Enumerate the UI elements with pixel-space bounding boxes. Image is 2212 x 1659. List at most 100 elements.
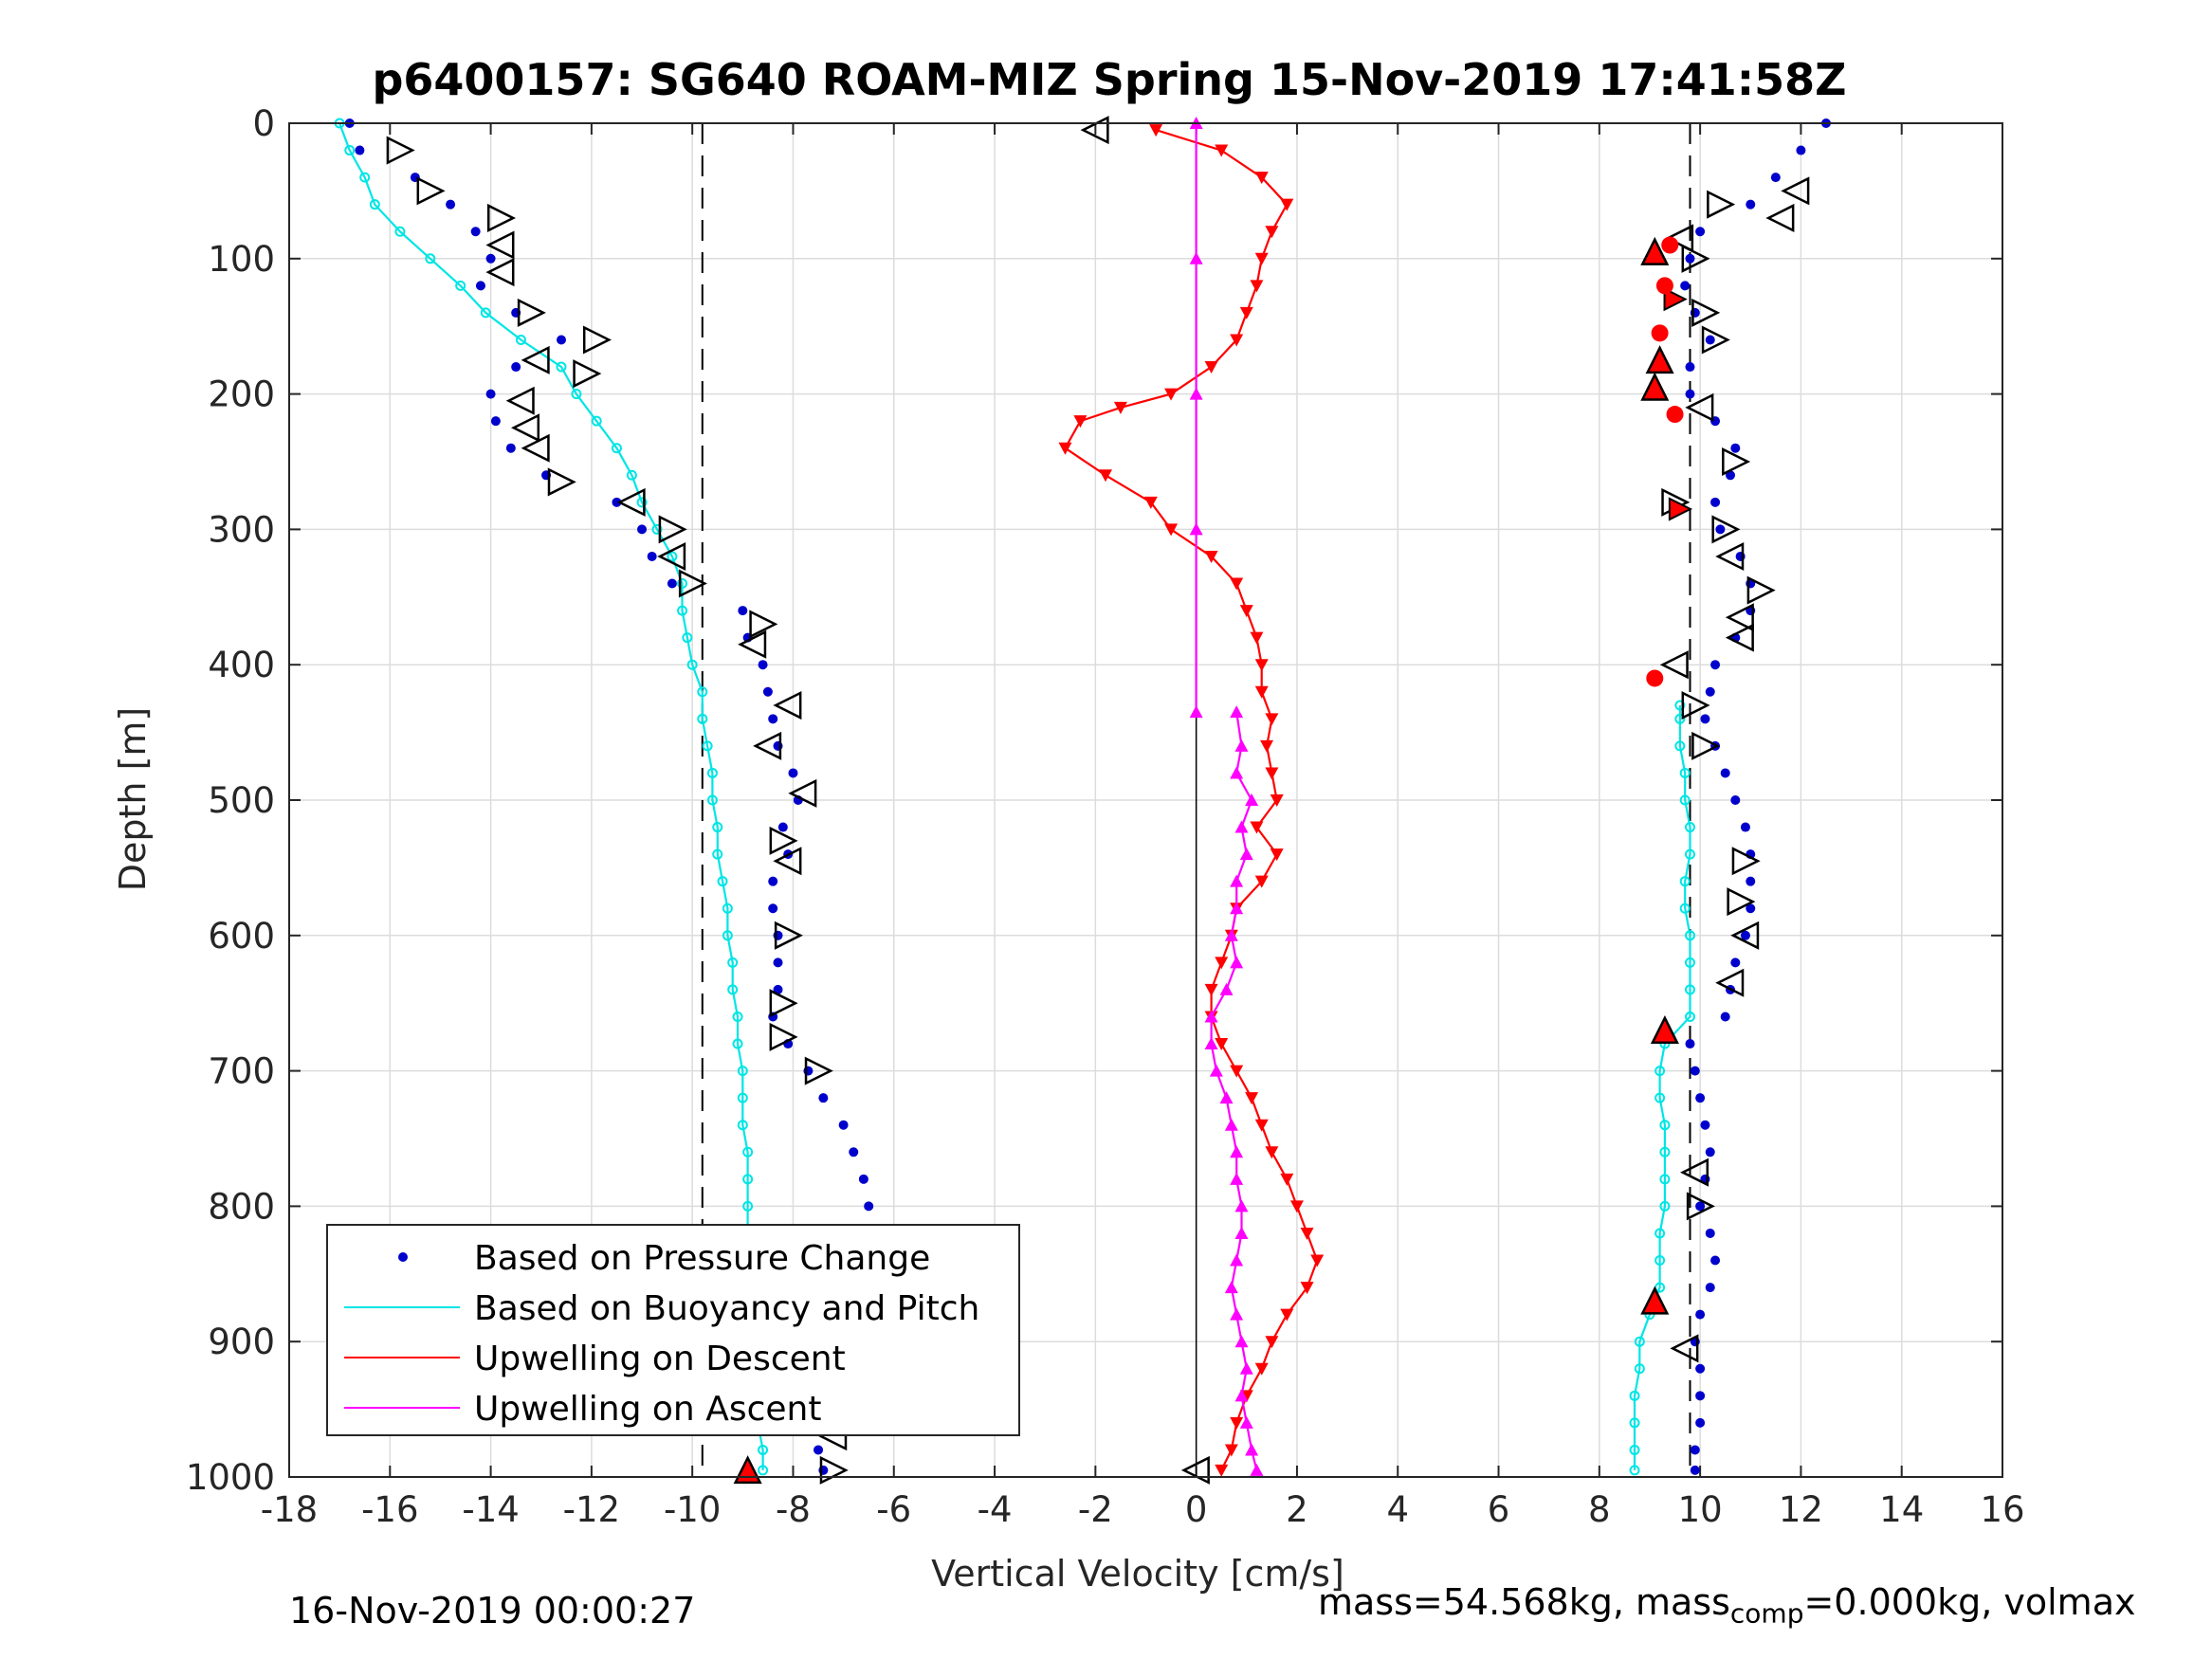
buoyancy-point — [1679, 794, 1691, 806]
pressure-point — [777, 822, 788, 832]
ascent-point — [1224, 1281, 1238, 1294]
pressure-point — [511, 362, 521, 373]
ascent-point — [1189, 705, 1203, 719]
open-triangle-marker — [1715, 968, 1745, 997]
open-triangle-marker — [1725, 603, 1754, 632]
descent-point — [1254, 172, 1269, 185]
open-triangle-marker — [573, 359, 602, 389]
markers — [386, 116, 1810, 1485]
footer-mass-info: mass=54.568kg, masscomp=0.000kg, volmax — [1318, 1581, 2135, 1630]
descent-point — [1230, 577, 1244, 591]
descent-point — [1239, 605, 1253, 618]
pressure-point — [1685, 1039, 1695, 1049]
ascent-point — [1230, 956, 1244, 969]
buoyancy-point — [1684, 1011, 1695, 1022]
descent-point — [1265, 226, 1279, 239]
legend-label: Based on Pressure Change — [474, 1239, 930, 1278]
buoyancy-point — [1684, 957, 1695, 968]
ascent-point — [1230, 1307, 1244, 1321]
pressure-point — [1690, 1445, 1700, 1455]
pressure-point — [505, 443, 516, 453]
open-triangle-marker — [1701, 325, 1730, 355]
filled-triangle-marker — [1640, 236, 1670, 265]
pressure-point — [849, 1147, 859, 1158]
ascent-point — [1230, 1253, 1244, 1267]
descent-point — [1250, 821, 1264, 834]
descent-point — [1280, 1308, 1294, 1322]
open-triangle-marker — [1765, 203, 1795, 232]
mass-subscript: comp — [1729, 1597, 1804, 1630]
buoyancy-point — [1674, 740, 1686, 752]
series-line-2 — [1064, 129, 1319, 1471]
open-triangle-marker — [486, 203, 517, 232]
open-triangle-marker — [1686, 1192, 1715, 1221]
open-triangle-marker — [485, 230, 515, 260]
ascent-point — [1234, 1226, 1249, 1239]
ascent-point — [1230, 705, 1244, 719]
legend-label: Upwelling on Descent — [474, 1340, 846, 1378]
pressure-point — [475, 281, 485, 291]
descent-point — [1245, 1092, 1259, 1105]
pressure-point — [1746, 876, 1756, 886]
buoyancy-point — [1654, 1092, 1666, 1103]
descent-point — [1310, 1254, 1325, 1267]
buoyancy-point — [571, 389, 582, 400]
descent-point — [1265, 713, 1279, 726]
open-triangle-marker — [773, 691, 802, 720]
x-tick-label: -10 — [664, 1489, 721, 1530]
buoyancy-point — [742, 1146, 754, 1158]
pressure-point — [1746, 199, 1756, 210]
buoyancy-point — [626, 469, 637, 481]
pressure-point — [1705, 686, 1715, 697]
open-triangle-marker — [774, 921, 803, 950]
pressure-point — [1690, 1066, 1700, 1076]
open-triangle-marker — [749, 610, 778, 639]
x-tick-label: 14 — [1879, 1489, 1924, 1530]
pressure-point — [1705, 1283, 1715, 1293]
ascent-point — [1234, 1335, 1249, 1348]
open-triangle-marker — [773, 847, 802, 876]
pressure-point — [1695, 227, 1706, 237]
x-tick-label: 8 — [1588, 1489, 1611, 1530]
ascent-point — [1239, 1415, 1253, 1429]
buoyancy-point — [742, 1174, 754, 1185]
open-triangle-marker — [657, 541, 686, 571]
buoyancy-point — [591, 415, 602, 427]
buoyancy-point — [1629, 1465, 1640, 1476]
legend: Based on Pressure Change Based on Buoyanc… — [326, 1224, 1020, 1436]
open-triangle-marker — [517, 298, 546, 327]
open-triangle-marker — [1707, 190, 1736, 219]
buoyancy-point — [686, 659, 698, 670]
footer-timestamp: 16-Nov-2019 00:00:27 — [289, 1590, 696, 1632]
open-triangle-marker — [1727, 887, 1756, 917]
pressure-point — [1746, 903, 1756, 914]
descent-point — [1254, 685, 1269, 699]
buoyancy-point — [702, 740, 713, 752]
filled-triangle-marker — [1640, 1285, 1670, 1315]
filled-triangle-marker — [1645, 345, 1674, 374]
pressure-point — [738, 606, 748, 616]
buoyancy-point — [425, 253, 436, 264]
x-tick-label: -16 — [361, 1489, 418, 1530]
open-triangle-marker — [678, 569, 707, 598]
pressure-point — [355, 145, 365, 155]
filled-dot-marker — [1646, 669, 1664, 687]
open-triangle-marker — [1781, 176, 1810, 206]
descent-point — [1239, 306, 1253, 319]
y-tick-label: 900 — [208, 1322, 275, 1362]
descent-point — [1204, 361, 1218, 374]
pressure-point — [814, 1445, 824, 1455]
open-triangle-marker — [1659, 650, 1689, 680]
descent-point — [1270, 848, 1284, 862]
ascent-point — [1209, 1064, 1223, 1077]
buoyancy-point — [1654, 1066, 1666, 1077]
pressure-point — [773, 957, 783, 968]
pressure-point — [864, 1201, 874, 1212]
tick-labels: -18 -16 -14 -12 -10 -8 -6 -4 -2 0 2 4 6 8 10 12 14 16 0 100… — [186, 103, 2025, 1530]
ascent-point — [1234, 1389, 1249, 1402]
pressure-point — [762, 686, 773, 697]
legend-dot — [398, 1252, 408, 1262]
descent-point — [1254, 875, 1269, 888]
descent-point — [1164, 388, 1179, 401]
